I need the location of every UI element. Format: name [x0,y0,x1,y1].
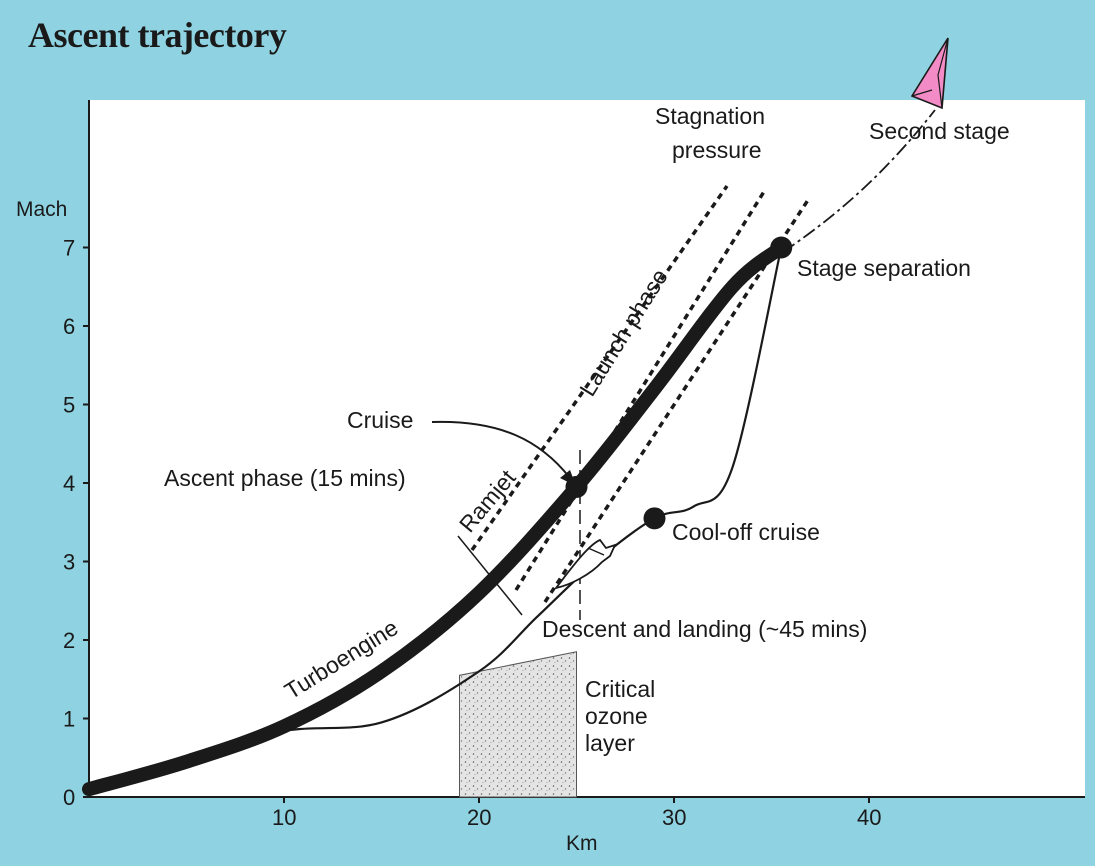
y-axis-label: Mach [16,198,67,221]
trajectory-points [565,236,793,530]
descent-landing-label: Descent and landing (~45 mins) [542,616,867,642]
second-stage-vehicle-icon [910,37,949,110]
x-tick-label: 10 [272,805,296,830]
x-tick-label: 30 [662,805,686,830]
y-tick-label: 4 [63,471,75,496]
ozone-layer-region [459,651,577,798]
ozone-label-line2: ozone [585,703,648,729]
y-tick-label: 3 [63,550,75,575]
trajectory-point-cool-off-cruise [643,507,666,530]
second-stage-trajectory [782,109,936,253]
stagnation-label-line2: pressure [672,137,761,163]
diagram-title: Ascent trajectory [28,15,287,55]
trajectory-point-stage-separation [770,236,793,259]
trajectory-point-cruise [565,475,588,498]
stagnation-line-upper [470,184,729,552]
plot-area [89,100,1085,797]
x-tick-label: 20 [467,805,491,830]
ozone-label-line3: layer [585,730,635,756]
cool-off-cruise-label: Cool-off cruise [672,519,820,545]
x-axis-label: Km [566,832,598,855]
x-ticks: 10 20 30 40 [272,797,881,830]
cruise-label: Cruise [347,407,413,433]
aircraft-icon [553,538,617,590]
second-stage-label: Second stage [869,118,1010,144]
stagnation-label-line1: Stagnation [655,103,765,129]
y-tick-label: 7 [63,236,75,261]
y-tick-label: 6 [63,314,75,339]
ascent-trajectory-line [82,240,789,797]
x-tick-label: 40 [857,805,881,830]
y-tick-label: 0 [63,785,75,810]
y-tick-label: 1 [63,707,75,732]
stagnation-line-middle [514,189,767,591]
ascent-phase-label: Ascent phase (15 mins) [164,465,406,491]
cruise-pointer-arrow [431,420,571,479]
ozone-label-line1: Critical [585,676,655,702]
stage-separation-label: Stage separation [797,255,971,281]
y-tick-label: 5 [63,393,75,418]
y-tick-label: 2 [63,628,75,653]
y-ticks: 0 1 2 3 4 5 6 7 [63,236,89,810]
